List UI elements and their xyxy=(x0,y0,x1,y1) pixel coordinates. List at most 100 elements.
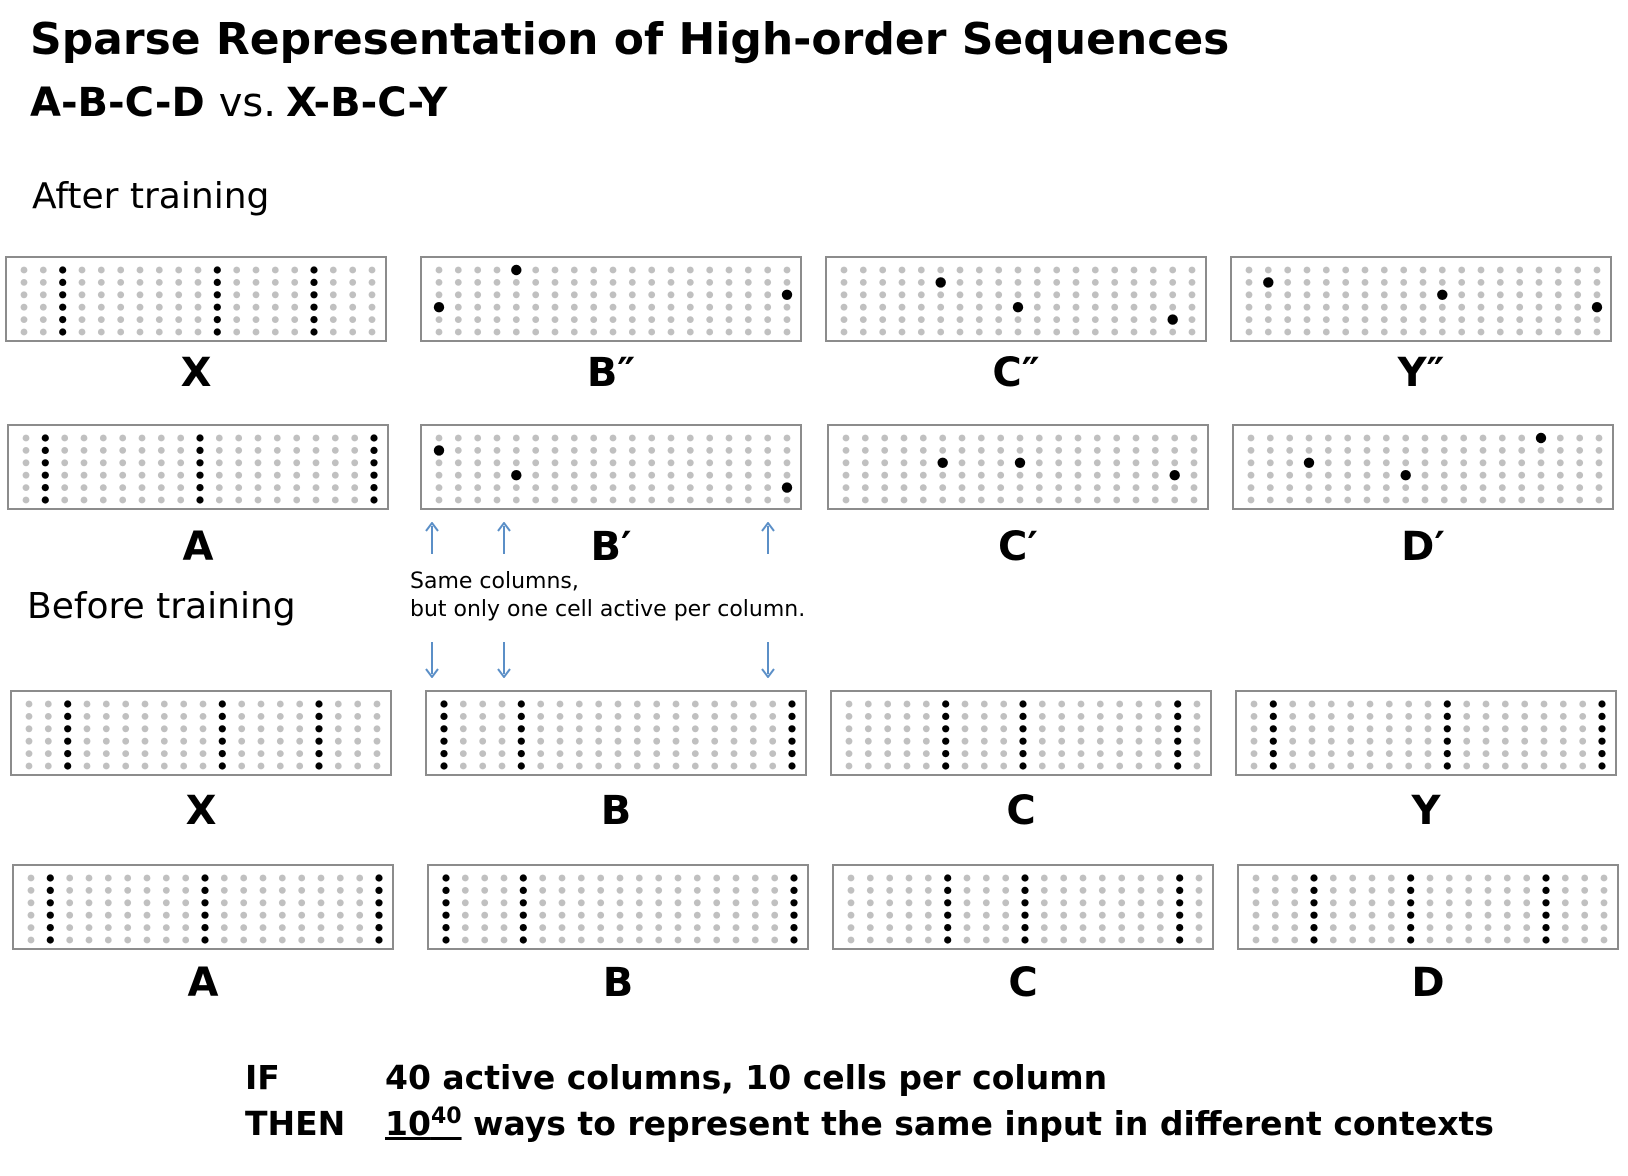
inactive-cell xyxy=(1149,316,1157,323)
inactive-cell xyxy=(1096,713,1104,720)
inactive-cell xyxy=(958,484,966,491)
active-cell xyxy=(201,911,209,919)
inactive-cell xyxy=(977,496,985,504)
inactive-cell xyxy=(769,713,777,720)
inactive-cell xyxy=(898,279,906,286)
inactive-cell xyxy=(686,434,694,442)
inactive-cell xyxy=(1574,303,1582,311)
active-cell xyxy=(511,470,522,481)
inactive-cell xyxy=(1561,924,1569,931)
inactive-cell xyxy=(995,303,1003,311)
inactive-cell xyxy=(175,303,183,311)
inactive-cell xyxy=(157,471,165,479)
inactive-cell xyxy=(744,434,752,442)
inactive-cell xyxy=(556,725,564,733)
inactive-cell xyxy=(725,471,733,479)
inactive-cell xyxy=(1556,471,1564,479)
active-cell xyxy=(46,899,54,907)
inactive-cell xyxy=(570,303,578,311)
inactive-cell xyxy=(1091,279,1099,286)
inactive-cell xyxy=(609,434,617,442)
inactive-cell xyxy=(1072,266,1080,274)
inactive-cell xyxy=(1058,762,1066,770)
inactive-cell xyxy=(329,303,337,311)
inactive-cell xyxy=(22,484,30,491)
inactive-cell xyxy=(1154,762,1162,770)
inactive-cell xyxy=(273,447,281,454)
inactive-cell xyxy=(995,266,1003,274)
inactive-cell xyxy=(595,713,603,720)
panel-label-after-a: A xyxy=(182,524,214,570)
inactive-cell xyxy=(884,725,892,733)
inactive-cell xyxy=(180,750,188,757)
inactive-cell xyxy=(1091,328,1099,336)
inactive-cell xyxy=(842,434,850,442)
cell-grid xyxy=(433,434,793,504)
inactive-cell xyxy=(259,936,267,944)
inactive-cell xyxy=(1382,471,1390,479)
inactive-cell xyxy=(199,737,207,745)
inactive-cell xyxy=(1400,266,1408,274)
inactive-cell xyxy=(104,911,112,919)
inactive-cell xyxy=(373,725,381,733)
inactive-cell xyxy=(595,700,603,708)
inactive-cell xyxy=(293,496,301,504)
inactive-cell xyxy=(616,924,624,931)
inactive-cell xyxy=(461,924,469,931)
inactive-cell xyxy=(351,496,359,504)
active-cell xyxy=(440,700,448,708)
inactive-cell xyxy=(1038,700,1046,708)
inactive-cell xyxy=(691,750,699,757)
inactive-cell xyxy=(124,874,132,882)
inactive-cell xyxy=(435,484,443,491)
inactive-cell xyxy=(1458,328,1466,336)
inactive-cell xyxy=(20,316,28,323)
inactive-cell xyxy=(1503,924,1511,931)
inactive-cell xyxy=(551,279,559,286)
inactive-cell xyxy=(1111,316,1119,323)
inactive-cell xyxy=(1516,328,1524,336)
inactive-cell xyxy=(356,924,364,931)
inactive-cell xyxy=(1556,484,1564,491)
panel-label-before-y: Y xyxy=(1411,788,1441,834)
inactive-cell xyxy=(956,303,964,311)
active-cell xyxy=(375,874,383,882)
inactive-cell xyxy=(977,447,985,454)
inactive-cell xyxy=(1463,750,1471,757)
inactive-cell xyxy=(1503,899,1511,907)
inactive-cell xyxy=(963,887,971,894)
inactive-cell xyxy=(764,484,772,491)
inactive-cell xyxy=(648,447,656,454)
inactive-cell xyxy=(1190,471,1198,479)
inactive-cell xyxy=(628,291,636,299)
inactive-cell xyxy=(1445,899,1453,907)
active-cell xyxy=(442,911,450,919)
inactive-cell xyxy=(1266,447,1274,454)
inactive-cell xyxy=(744,266,752,274)
inactive-cell xyxy=(783,266,791,274)
inactive-cell xyxy=(479,737,487,745)
active-cell xyxy=(937,457,948,468)
annotation-line-2: but only one cell active per column. xyxy=(410,597,806,622)
inactive-cell xyxy=(864,750,872,757)
active-cell xyxy=(1263,277,1274,288)
active-cell xyxy=(213,278,221,286)
inactive-cell xyxy=(900,434,908,442)
inactive-cell xyxy=(1382,496,1390,504)
inactive-cell xyxy=(117,279,125,286)
active-cell xyxy=(935,277,946,288)
inactive-cell xyxy=(1463,713,1471,720)
inactive-cell xyxy=(177,484,185,491)
inactive-cell xyxy=(1424,762,1432,770)
inactive-cell xyxy=(1438,316,1446,323)
inactive-cell xyxy=(61,434,69,442)
inactive-cell xyxy=(884,750,892,757)
inactive-cell xyxy=(61,447,69,454)
inactive-cell xyxy=(963,874,971,882)
inactive-cell xyxy=(1387,936,1395,944)
inactive-cell xyxy=(1074,484,1082,491)
inactive-cell xyxy=(1130,328,1138,336)
active-cell xyxy=(517,700,525,708)
inactive-cell xyxy=(252,279,260,286)
inactive-cell xyxy=(66,936,74,944)
